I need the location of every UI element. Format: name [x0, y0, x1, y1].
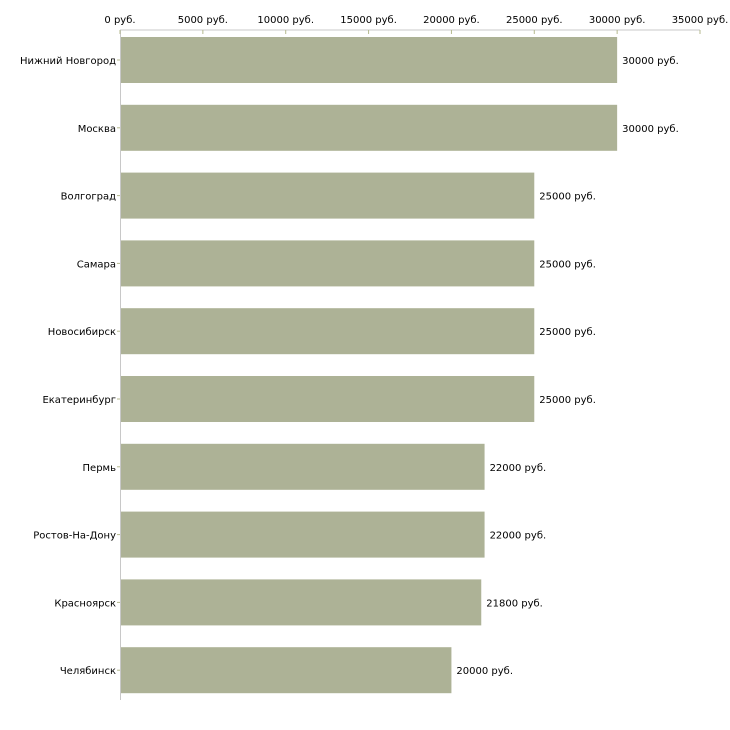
bar — [121, 240, 535, 287]
category-label: Волгоград — [61, 192, 116, 203]
x-tick-label: 20000 руб. — [423, 15, 480, 26]
value-label: 30000 руб. — [622, 124, 679, 135]
bar — [121, 37, 618, 83]
category-label: Нижний Новгород — [20, 56, 116, 67]
value-label: 22000 руб. — [490, 463, 547, 474]
category-label: Новосибирск — [48, 327, 116, 338]
value-label: 20000 руб. — [456, 666, 513, 677]
bar — [121, 376, 535, 422]
x-tick-label: 35000 руб. — [672, 15, 729, 26]
value-label: 22000 руб. — [490, 531, 547, 542]
value-label: 21800 руб. — [486, 598, 543, 609]
category-label: Екатеринбург — [42, 395, 116, 406]
category-label: Красноярск — [54, 598, 116, 609]
value-label: 25000 руб. — [539, 259, 596, 270]
x-tick-label: 15000 руб. — [340, 15, 397, 26]
category-label: Ростов-На-Дону — [33, 531, 116, 542]
category-label: Челябинск — [60, 666, 116, 677]
bar — [121, 579, 482, 626]
bar — [121, 647, 452, 694]
value-label: 25000 руб. — [539, 192, 596, 203]
x-tick-label: 30000 руб. — [589, 15, 646, 26]
x-tick-label: 5000 руб. — [178, 15, 228, 26]
value-label: 25000 руб. — [539, 395, 596, 406]
category-label: Москва — [78, 124, 116, 135]
value-label: 25000 руб. — [539, 327, 596, 338]
category-label: Самара — [77, 259, 116, 270]
x-tick-label: 10000 руб. — [257, 15, 314, 26]
x-tick-label: 0 руб. — [104, 15, 135, 26]
bar — [121, 308, 535, 355]
bar — [121, 443, 485, 490]
bar — [121, 511, 485, 558]
category-label: Пермь — [83, 463, 117, 474]
bar — [121, 172, 535, 219]
x-tick-label: 25000 руб. — [506, 15, 563, 26]
bar — [121, 104, 618, 151]
value-label: 30000 руб. — [622, 56, 679, 67]
